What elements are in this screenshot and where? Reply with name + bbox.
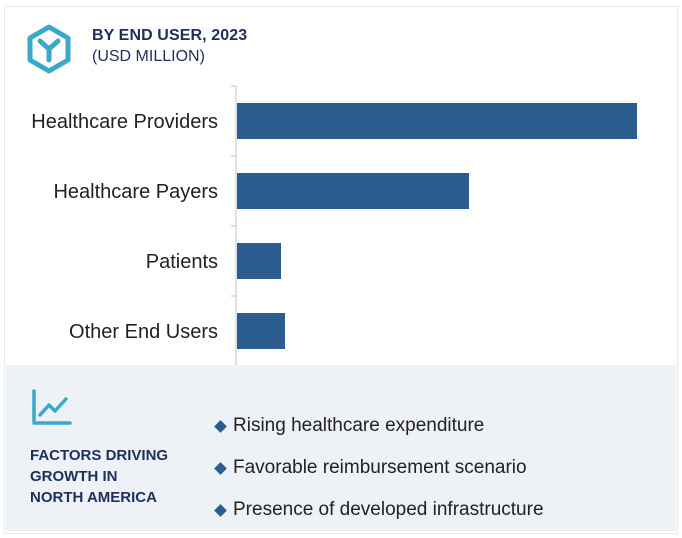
- chart-subtitle: (USD MILLION): [92, 48, 205, 65]
- factors-title-line: FACTORS DRIVING: [30, 447, 169, 464]
- factors-title-line: NORTH AMERICA: [30, 489, 157, 506]
- category-label: Other End Users: [69, 321, 218, 343]
- category-label: Patients: [146, 251, 218, 273]
- diamond-bullet-icon: [214, 419, 227, 433]
- factor-item: Favorable reimbursement scenario: [212, 447, 544, 489]
- diamond-bullet-icon: [214, 461, 227, 475]
- factor-label: Presence of developed infrastructure: [233, 499, 544, 520]
- hexagon-y-logo-icon: [27, 24, 71, 74]
- factors-title-line: GROWTH IN: [30, 468, 118, 485]
- diamond-bullet-icon: [214, 503, 227, 517]
- chart-title: BY END USER, 2023: [92, 27, 248, 44]
- bar-1: [237, 173, 469, 209]
- category-label: Healthcare Payers: [53, 181, 218, 203]
- bar-3: [237, 313, 285, 349]
- factors-panel: FACTORS DRIVING GROWTH IN NORTH AMERICA …: [6, 365, 676, 531]
- line-chart-icon: [32, 389, 72, 425]
- factor-item: Rising healthcare expenditure: [212, 405, 544, 447]
- bar-2: [237, 243, 281, 279]
- bar-0: [237, 103, 637, 139]
- factor-label: Favorable reimbursement scenario: [233, 457, 527, 478]
- factors-title: FACTORS DRIVING GROWTH IN NORTH AMERICA: [30, 445, 200, 508]
- category-label: Healthcare Providers: [31, 111, 218, 133]
- factor-item: Presence of developed infrastructure: [212, 489, 544, 531]
- bar-chart: Healthcare Providers Healthcare Payers Pat…: [31, 85, 637, 367]
- factor-label: Rising healthcare expenditure: [233, 415, 485, 436]
- factor-list: Rising healthcare expenditure Favorable …: [212, 405, 544, 531]
